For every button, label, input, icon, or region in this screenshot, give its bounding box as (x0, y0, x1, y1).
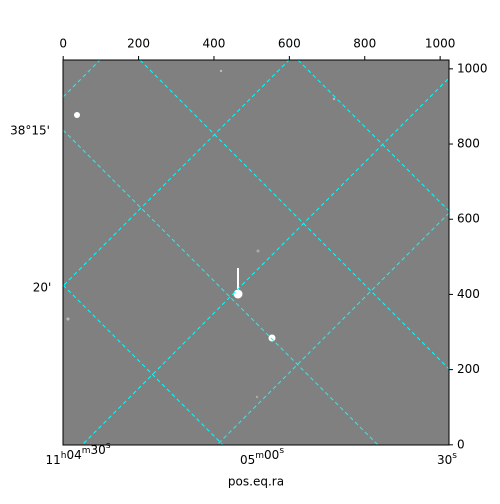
star (219, 69, 223, 73)
y-tick-label: 400 (457, 287, 480, 301)
x-tick-label: 0 (59, 37, 67, 51)
grid-line (63, 129, 379, 445)
dec-tick-label: 20' (33, 281, 52, 295)
dec-tick-label: 38°15' (10, 124, 50, 138)
ra-tick-label: 30s (437, 451, 457, 467)
grid-line (63, 284, 224, 445)
star (268, 334, 276, 342)
x-axis-label: pos.eq.ra (228, 475, 284, 489)
star (74, 112, 80, 118)
star (255, 395, 259, 399)
x-tick-label: 400 (203, 37, 226, 51)
world-grid (63, 60, 449, 445)
y-tick-label: 600 (457, 212, 480, 226)
sources (66, 69, 336, 399)
star (332, 97, 336, 101)
grid-line (63, 60, 101, 98)
ra-tick-label: 05m00s (240, 446, 284, 467)
y-tick-label: 1000 (457, 61, 488, 75)
image (63, 60, 449, 445)
grid-line (63, 60, 290, 287)
x-tick-label: 200 (127, 37, 150, 51)
star (66, 317, 70, 321)
star-trail (237, 268, 239, 298)
x-tick-label: 800 (353, 37, 376, 51)
x-tick-label: 1000 (425, 37, 456, 51)
y-tick-label: 200 (457, 362, 480, 376)
x-tick-label: 600 (278, 37, 301, 51)
y-tick-label: 0 (457, 437, 465, 451)
star (256, 249, 260, 253)
ra-tick-label: 11h04m30s (45, 441, 110, 467)
y-tick-label: 800 (457, 137, 480, 151)
frame (62, 59, 450, 446)
